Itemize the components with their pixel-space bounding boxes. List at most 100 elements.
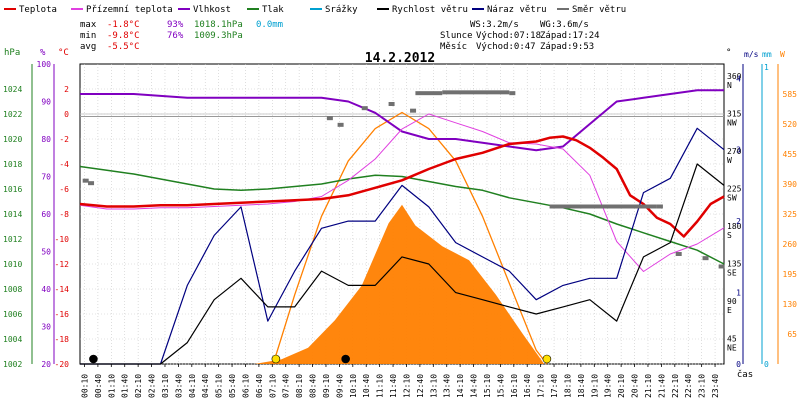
dir-axis-label: ° (726, 48, 731, 58)
hpa-tick-label: 1006 (3, 310, 22, 319)
x-tick-label: 07:10 (268, 374, 277, 398)
x-tick-label: 02:40 (148, 374, 157, 398)
sun-moon-marker (341, 354, 350, 364)
pct-tick-label: 70 (41, 173, 51, 182)
x-tick-label: 23:40 (711, 374, 720, 398)
sun-set: Západ:17:24 (540, 31, 600, 41)
moon-set: Západ:9:53 (540, 42, 594, 52)
wind-speed-stat: WS:3.2m/s (470, 20, 519, 30)
temperature-line (79, 135, 725, 238)
x-tick-label: 00:40 (94, 374, 103, 398)
moon-rise: Východ:0:47 (476, 42, 536, 52)
pct-tick-label: 100 (37, 60, 52, 69)
wind-direction-mark (410, 108, 417, 113)
x-tick-label: 14:10 (456, 374, 465, 398)
x-tick-label: 20:10 (617, 374, 626, 398)
x-tick-label: 21:40 (657, 374, 666, 398)
temp-tick-label: -14 (55, 285, 70, 294)
x-tick-label: 17:10 (537, 374, 546, 398)
mm-tick-label: 0 (764, 360, 769, 369)
x-tick-label: 15:40 (496, 374, 505, 398)
x-tick-label: 15:10 (483, 374, 492, 398)
hpa-tick-label: 1020 (3, 135, 22, 144)
legend-label: Rychlost větru (392, 5, 468, 15)
min-hum: 76% (167, 31, 184, 41)
dir-compass-label: NE (727, 344, 737, 353)
hpa-tick-label: 1008 (3, 285, 22, 294)
min-label: min (80, 31, 96, 41)
radiation-area (254, 204, 545, 364)
x-tick-label: 06:40 (255, 374, 264, 398)
x-tick-label: 04:10 (188, 374, 197, 398)
pct-tick-label: 80 (41, 135, 51, 144)
x-axis-label: čas (737, 369, 753, 380)
wind-direction-mark (388, 102, 395, 106)
dir-compass-label: W (727, 156, 732, 165)
min-temp: -9.8°C (107, 31, 140, 41)
x-tick-label: 10:40 (362, 374, 371, 398)
wind-gust-stat: WG:3.6m/s (540, 20, 589, 30)
pressure-line (79, 165, 725, 265)
x-tick-label: 21:10 (644, 374, 653, 398)
w-tick-label: 260 (783, 240, 798, 249)
mm-tick-label: 1 (764, 63, 769, 72)
hpa-axis-label: hPa (4, 48, 20, 58)
hpa-tick-label: 1002 (3, 360, 22, 369)
w-tick-label: 520 (783, 120, 798, 129)
hpa-tick-label: 1018 (3, 160, 22, 169)
x-tick-label: 13:10 (429, 374, 438, 398)
wind-speed-line (80, 163, 725, 365)
w-tick-label: 390 (783, 180, 798, 189)
wind-direction-mark (702, 256, 709, 261)
mm-axis-label: mm (762, 50, 772, 59)
legend-label: Náraz větru (487, 5, 547, 15)
temp-tick-label: 2 (64, 85, 69, 94)
pct-axis-label: % (40, 48, 46, 58)
x-tick-label: 08:40 (309, 374, 318, 398)
w-tick-label: 325 (783, 210, 798, 219)
x-tick-label: 12:40 (416, 374, 425, 398)
pct-tick-label: 20 (41, 360, 51, 369)
x-tick-label: 16:10 (510, 374, 519, 398)
ms-tick-label: 0 (736, 360, 741, 369)
wind-direction-mark (337, 122, 344, 127)
legend-label: Tlak (262, 5, 284, 15)
ms-tick-label: 4 (736, 74, 741, 83)
wind-direction-mark (361, 106, 368, 111)
temp-tick-label: -18 (55, 335, 70, 344)
temp-tick-label: -4 (59, 160, 69, 169)
wind-direction-mark (82, 178, 89, 183)
dir-tick-label: 180 (727, 222, 742, 231)
pct-tick-label: 50 (41, 248, 51, 257)
hpa-tick-label: 1014 (3, 210, 22, 219)
w-tick-label: 585 (783, 90, 798, 99)
x-tick-label: 20:40 (631, 374, 640, 398)
temp-tick-label: -10 (55, 235, 70, 244)
x-tick-label: 23:10 (698, 374, 707, 398)
x-tick-label: 04:40 (201, 374, 210, 398)
ms-tick-label: 3 (736, 146, 741, 155)
w-tick-label: 455 (783, 150, 798, 159)
ms-tick-label: 1 (736, 289, 741, 298)
x-tick-label: 18:10 (563, 374, 572, 398)
temp-tick-label: 0 (64, 110, 69, 119)
w-tick-label: 130 (783, 300, 798, 309)
x-tick-label: 00:10 (80, 374, 89, 398)
wind-direction-mark (509, 91, 516, 96)
x-tick-label: 09:10 (322, 374, 331, 398)
max-label: max (80, 20, 97, 30)
avg-label: avg (80, 42, 96, 52)
x-tick-label: 19:10 (590, 374, 599, 398)
dir-compass-label: E (727, 306, 732, 315)
dir-tick-label: 315 (727, 110, 742, 119)
legend: Teplota Přízemní teplota Vlhkost Tlak Srážky… (4, 5, 626, 15)
w-axis-label: W (780, 50, 785, 59)
x-tick-label: 03:40 (174, 374, 183, 398)
dir-compass-label: SW (727, 194, 737, 203)
wind-direction-mark (675, 252, 682, 256)
x-tick-label: 18:40 (577, 374, 586, 398)
w-tick-label: 65 (787, 330, 797, 339)
sun-moon-marker (542, 354, 552, 364)
hpa-tick-label: 1010 (3, 260, 22, 269)
